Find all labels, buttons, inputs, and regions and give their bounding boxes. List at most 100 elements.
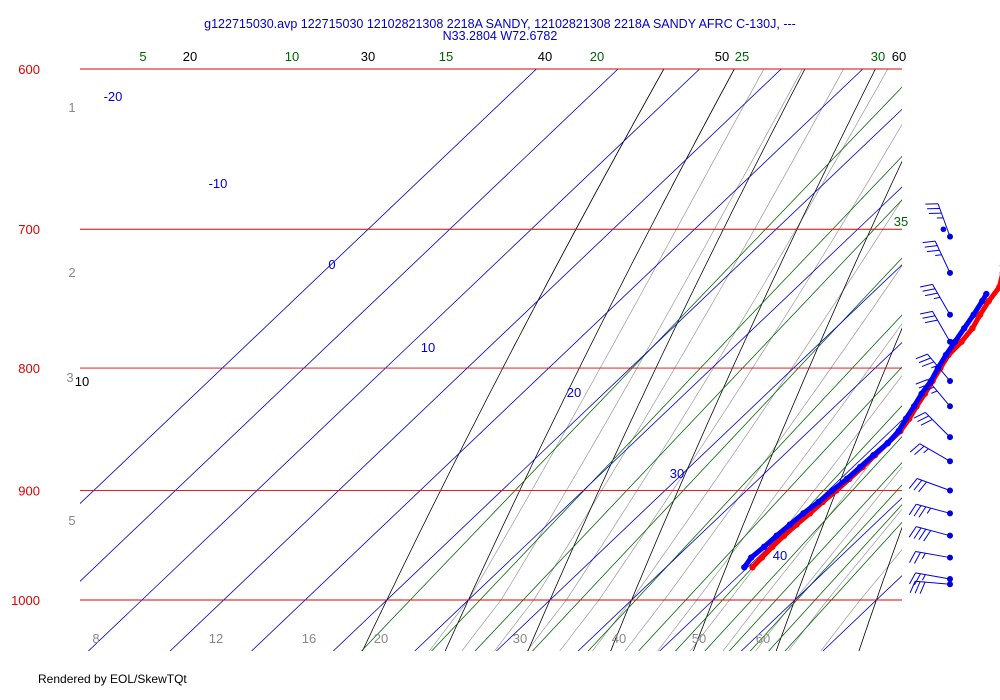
isotherm-line — [659, 419, 902, 651]
dewpoint-point — [786, 521, 794, 528]
isotherm-label: 20 — [567, 385, 581, 400]
wind-barb-half-feather — [931, 365, 938, 369]
isotherm-line — [986, 69, 1000, 651]
temperature-point — [976, 311, 984, 318]
isotherm-label: -20 — [104, 89, 123, 104]
mixing-ratio-line — [474, 199, 902, 651]
temperature-point — [769, 543, 776, 550]
wind-barb-half-feather — [923, 448, 929, 454]
moist-adiabat-line — [722, 422, 902, 651]
bottom-scale-label: 40 — [612, 631, 626, 646]
wind-barb-half-feather — [921, 574, 926, 581]
mixing-ratio-line — [638, 366, 902, 651]
wind-barb-feather — [922, 288, 936, 292]
dewpoint-point — [960, 325, 968, 332]
wind-barb-feather — [915, 379, 928, 385]
wind-barb-feather — [918, 382, 931, 389]
wind-barb-staff — [932, 284, 951, 315]
dry-adiabat-line — [775, 327, 902, 651]
wind-barb-feather — [913, 505, 922, 517]
isotherm-label: 30 — [670, 466, 684, 481]
mixing-ratio-line — [587, 314, 902, 651]
mixing-ratio-label: 5 — [139, 49, 146, 64]
moist-adiabat-line — [657, 323, 902, 651]
bottom-scale-label: 16 — [302, 631, 316, 646]
wind-barb — [909, 580, 953, 594]
mixing-ratio-label: 10 — [285, 49, 299, 64]
wind-barb — [909, 572, 953, 586]
dewpoint-point — [970, 311, 977, 318]
dewpoint-point — [951, 338, 959, 345]
title-line-1: g122715030.avp 122715030 12102821308 221… — [204, 17, 796, 31]
wind-barb — [925, 203, 953, 240]
wind-barb-staff — [937, 203, 951, 237]
mixing-ratio-line — [704, 436, 902, 651]
wind-barb — [913, 411, 953, 441]
wind-barb-staff — [915, 572, 951, 580]
mixing-ratio-label: 35 — [894, 214, 908, 229]
wind-barb-feather — [914, 445, 925, 455]
wind-barb-feather — [926, 249, 940, 253]
dewpoint-point — [983, 290, 990, 298]
dry-adiabat-line — [693, 160, 902, 651]
isotherm-line — [496, 264, 902, 651]
wind-barb-feather — [922, 315, 936, 319]
mixing-ratio-line — [431, 155, 902, 651]
wind-barb-feather — [921, 361, 935, 367]
mixing-ratio-line — [768, 504, 902, 651]
wind-barb-feather — [909, 551, 916, 563]
dewpoint-point — [979, 297, 986, 305]
moist-adiabat-line — [820, 549, 902, 651]
wind-barb-staff — [927, 353, 951, 382]
dewpoint-point — [927, 377, 935, 385]
dry-adiabat-line — [610, 69, 876, 651]
mixing-ratio-line — [784, 521, 902, 651]
wind-barb-staff — [932, 311, 951, 342]
wind-barb — [908, 526, 953, 542]
moist-adiabat-line — [559, 123, 902, 651]
wind-barb — [909, 443, 953, 465]
moist-adiabat-line — [461, 69, 803, 651]
wind-barb-feather — [913, 527, 922, 539]
dewpoint-point — [761, 543, 768, 550]
isotherm-line — [741, 497, 902, 651]
bottom-scale-label: 12 — [209, 631, 223, 646]
wind-barb-feather — [920, 419, 933, 426]
wind-barb-feather — [914, 581, 921, 594]
wind-barb — [909, 550, 953, 564]
isotherm-label: 10 — [421, 340, 435, 355]
temperature-point — [958, 338, 965, 345]
dry-adiabat-label: 50 — [715, 49, 729, 64]
temperature-point — [996, 283, 1000, 291]
mixing-ratio-label: 15 — [439, 49, 453, 64]
wind-barb-half-feather — [921, 552, 926, 560]
dewpoint-point — [741, 564, 748, 571]
mixing-ratio-line — [361, 86, 902, 651]
isotherm-line — [80, 69, 537, 505]
mixing-ratio-line — [729, 462, 902, 651]
wind-barb-staff — [919, 443, 951, 462]
dry-adiabat-label: 30 — [361, 49, 375, 64]
wind-barb — [920, 283, 953, 318]
moist-adiabat-line — [624, 265, 902, 651]
wind-barb-feather — [918, 481, 927, 493]
wind-barb-staff — [916, 478, 951, 491]
moist-adiabat-line — [591, 198, 902, 651]
pressure-tick-label: 700 — [18, 222, 40, 237]
wind-barb-staff — [934, 240, 951, 274]
title-line-2: N33.2804 W72.6782 — [442, 29, 558, 43]
chart-title: g122715030.avp 122715030 12102821308 221… — [0, 17, 1000, 43]
mixing-ratio-line — [532, 257, 902, 651]
dry-adiabat-label: 10 — [75, 374, 89, 389]
isotherm-line — [88, 69, 700, 651]
dewpoint-point — [856, 463, 864, 471]
dewpoint-point — [902, 415, 910, 422]
moist-adiabat-line — [689, 375, 902, 651]
wind-barb-feather — [913, 552, 921, 564]
wind-barb-feather — [918, 528, 927, 541]
moist-adiabat-line — [494, 69, 844, 651]
wind-barb-feather — [909, 581, 916, 594]
mixing-ratio-line — [750, 484, 902, 651]
wind-barb-half-feather — [926, 507, 932, 514]
wind-barb-feather — [913, 411, 926, 419]
